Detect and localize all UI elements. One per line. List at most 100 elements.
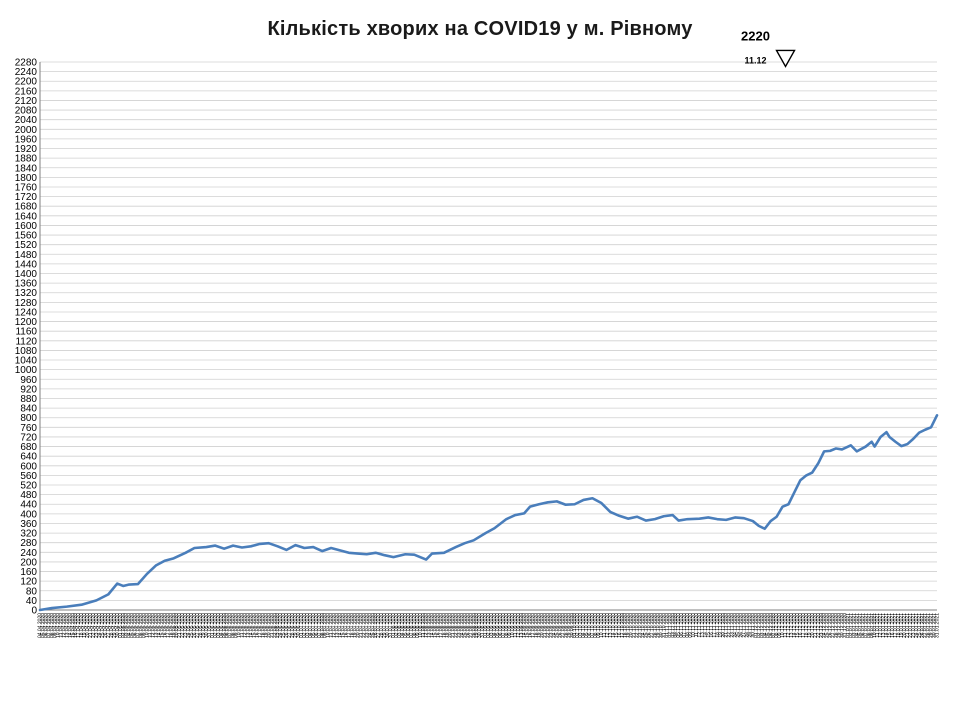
x-tick-label: 28.12.2020 bbox=[834, 613, 840, 638]
y-tick-label: 1840 bbox=[15, 163, 38, 174]
x-tick-label: 06.10.2020 bbox=[587, 613, 593, 638]
x-tick-label: 12.07.2020 bbox=[332, 613, 338, 638]
x-tick-label: 28.09.2020 bbox=[563, 613, 569, 638]
x-tick-label: 30.12.2020 bbox=[840, 613, 846, 638]
x-tick-label: 23.01.2021 bbox=[911, 613, 917, 638]
x-tick-label: 13.12.2020 bbox=[789, 613, 795, 638]
x-tick-label: 21.06.2020 bbox=[269, 613, 275, 638]
x-tick-label: 08.07.2020 bbox=[320, 613, 326, 638]
x-tick-label: 19.10.2020 bbox=[626, 613, 632, 638]
y-tick-label: 2120 bbox=[15, 96, 38, 107]
x-tick-label: 19.06.2020 bbox=[263, 613, 269, 638]
x-tick-label: 17.08.2020 bbox=[439, 613, 445, 638]
x-tick-label: 18.05.2020 bbox=[168, 613, 174, 638]
x-tick-label: 19.05.2020 bbox=[171, 613, 177, 638]
x-tick-label: 11.06.2020 bbox=[240, 613, 246, 638]
x-tick-label: 21.11.2020 bbox=[724, 613, 730, 638]
x-tick-label: 24.12.2020 bbox=[822, 613, 828, 638]
x-tick-label: 21.05.2020 bbox=[177, 613, 183, 638]
x-tick-label: 05.01.2021 bbox=[857, 613, 863, 638]
x-tick-label: 23.12.2020 bbox=[819, 613, 825, 638]
x-tick-label: 13.09.2020 bbox=[519, 613, 525, 638]
x-tick-label: 15.07.2020 bbox=[341, 613, 347, 638]
x-tick-label: 04.10.2020 bbox=[581, 613, 587, 638]
x-tick-label: 13.01.2021 bbox=[881, 613, 887, 638]
x-tick-label: 15.01.2021 bbox=[887, 613, 893, 638]
x-tick-label: 13.07.2020 bbox=[335, 613, 341, 638]
x-tick-label: 06.12.2020 bbox=[768, 613, 774, 638]
x-tick-label: 14.11.2020 bbox=[703, 613, 709, 638]
x-tick-label: 14.05.2020 bbox=[156, 613, 162, 638]
x-tick-label: 04.06.2020 bbox=[219, 613, 225, 638]
x-tick-label: 27.04.2020 bbox=[106, 613, 112, 638]
x-axis-ticks: 04.04.202005.04.202006.04.202007.04.2020… bbox=[38, 613, 941, 638]
x-tick-label: 01.11.2020 bbox=[664, 613, 670, 638]
x-tick-label: 27.05.2020 bbox=[195, 613, 201, 638]
x-tick-label: 21.09.2020 bbox=[543, 613, 549, 638]
peak-date-label: 11.12 bbox=[745, 55, 767, 65]
y-tick-label: 920 bbox=[20, 384, 37, 395]
x-tick-label: 01.06.2020 bbox=[210, 613, 216, 638]
x-tick-label: 11.12.2020 bbox=[783, 613, 789, 638]
x-tick-label: 06.08.2020 bbox=[406, 613, 412, 638]
x-tick-label: 17.06.2020 bbox=[257, 613, 263, 638]
x-tick-label: 21.10.2020 bbox=[632, 613, 638, 638]
y-tick-label: 1760 bbox=[15, 182, 38, 193]
x-tick-label: 28.07.2020 bbox=[379, 613, 385, 638]
x-tick-label: 18.07.2020 bbox=[349, 613, 355, 638]
x-tick-label: 03.11.2020 bbox=[670, 613, 676, 638]
x-tick-label: 11.10.2020 bbox=[602, 613, 608, 638]
x-tick-label: 10.06.2020 bbox=[237, 613, 243, 638]
x-tick-label: 23.08.2020 bbox=[456, 613, 462, 638]
x-tick-label: 13.08.2020 bbox=[427, 613, 433, 638]
y-tick-label: 1240 bbox=[15, 307, 38, 318]
x-tick-label: 24.06.2020 bbox=[278, 613, 284, 638]
y-tick-label: 680 bbox=[20, 442, 37, 453]
y-tick-label: 1560 bbox=[15, 231, 38, 242]
x-tick-label: 07.10.2020 bbox=[590, 613, 596, 638]
x-tick-label: 20.04.2020 bbox=[85, 613, 91, 638]
x-tick-label: 02.05.2020 bbox=[121, 613, 127, 638]
x-tick-label: 14.06.2020 bbox=[248, 613, 254, 638]
x-tick-label: 09.07.2020 bbox=[323, 613, 329, 638]
x-tick-label: 04.08.2020 bbox=[400, 613, 406, 638]
x-tick-label: 04.11.2020 bbox=[673, 613, 679, 638]
peak-annotation: 2220 11.12 bbox=[741, 28, 796, 68]
y-tick-label: 480 bbox=[20, 490, 37, 501]
x-tick-label: 27.09.2020 bbox=[560, 613, 566, 638]
x-tick-label: 05.11.2020 bbox=[676, 613, 682, 638]
y-tick-label: 1520 bbox=[15, 240, 38, 251]
x-tick-label: 12.08.2020 bbox=[424, 613, 430, 638]
x-tick-label: 22.12.2020 bbox=[816, 613, 822, 638]
x-tick-label: 09.11.2020 bbox=[688, 613, 694, 638]
x-tick-label: 11.04.2020 bbox=[58, 613, 64, 638]
y-tick-label: 1880 bbox=[15, 154, 38, 165]
x-tick-label: 31.07.2020 bbox=[388, 613, 394, 638]
x-tick-label: 15.10.2020 bbox=[614, 613, 620, 638]
y-tick-label: 1960 bbox=[15, 134, 38, 145]
y-tick-label: 640 bbox=[20, 452, 37, 463]
x-tick-label: 16.01.2021 bbox=[890, 613, 896, 638]
x-tick-label: 26.01.2021 bbox=[920, 613, 926, 638]
x-tick-label: 19.01.2021 bbox=[899, 613, 905, 638]
x-tick-label: 12.04.2020 bbox=[61, 613, 67, 638]
x-tick-label: 20.06.2020 bbox=[266, 613, 272, 638]
x-tick-label: 11.11.2020 bbox=[694, 613, 700, 638]
x-tick-label: 06.01.2021 bbox=[860, 613, 866, 638]
x-tick-label: 27.07.2020 bbox=[376, 613, 382, 638]
x-tick-label: 25.09.2020 bbox=[554, 613, 560, 638]
x-tick-label: 22.09.2020 bbox=[546, 613, 552, 638]
x-tick-label: 28.01.2021 bbox=[926, 613, 932, 638]
x-tick-label: 30.08.2020 bbox=[477, 613, 483, 638]
x-tick-label: 11.08.2020 bbox=[421, 613, 427, 638]
x-tick-label: 17.10.2020 bbox=[620, 613, 626, 638]
x-tick-label: 31.08.2020 bbox=[480, 613, 486, 638]
x-tick-label: 29.05.2020 bbox=[201, 613, 207, 638]
x-tick-label: 15.06.2020 bbox=[251, 613, 257, 638]
x-tick-label: 15.09.2020 bbox=[525, 613, 531, 638]
x-tick-label: 25.07.2020 bbox=[370, 613, 376, 638]
x-tick-label: 25.12.2020 bbox=[825, 613, 831, 638]
x-tick-label: 24.04.2020 bbox=[97, 613, 103, 638]
y-tick-label: 1680 bbox=[15, 202, 38, 213]
x-tick-label: 02.09.2020 bbox=[486, 613, 492, 638]
